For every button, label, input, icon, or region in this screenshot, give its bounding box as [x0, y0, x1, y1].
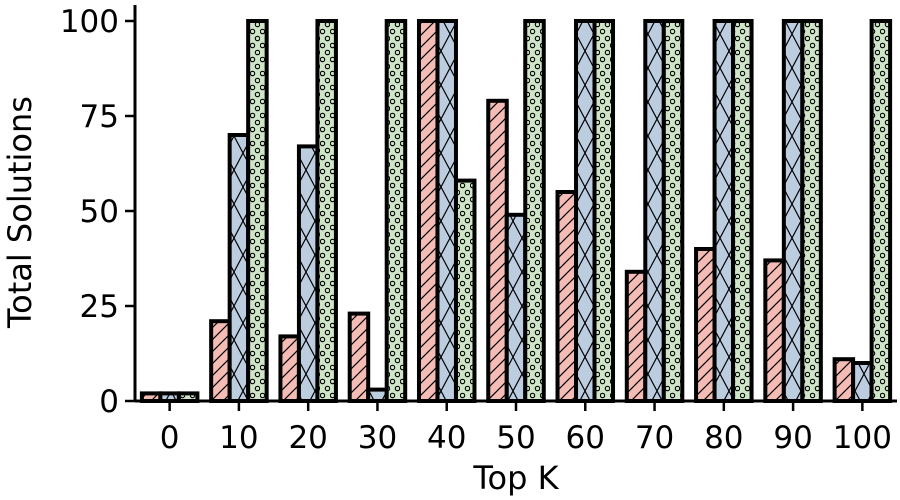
bar-40-series-2	[435, 19, 458, 403]
bar-30-series-1	[347, 311, 371, 404]
x-tick-label: 90	[773, 420, 812, 456]
bar-10-series-3	[246, 19, 269, 403]
bars-group	[139, 19, 893, 404]
bar-10-series-1	[209, 319, 232, 404]
bar-60-series-3	[592, 19, 616, 403]
bar-90-series-3	[800, 19, 823, 403]
y-tick-label: 25	[80, 289, 119, 325]
bar-40-series-1	[416, 19, 440, 403]
bar-100-series-2	[851, 361, 874, 403]
bar-80-series-1	[694, 247, 717, 403]
bar-20-series-1	[278, 334, 301, 403]
bar-70-series-3	[661, 19, 685, 403]
bar-70-series-2	[643, 19, 666, 403]
x-tick-label: 0	[160, 420, 180, 456]
bar-90-series-1	[763, 258, 786, 403]
y-tick-label: 100	[60, 4, 119, 40]
bar-70-series-1	[624, 269, 648, 403]
bar-80-series-2	[712, 19, 736, 403]
bar-80-series-3	[731, 19, 754, 403]
x-tick-label: 60	[566, 420, 605, 456]
bar-50-series-3	[523, 19, 546, 403]
y-tick-label: 75	[80, 99, 119, 135]
x-axis-label: Top K	[472, 459, 559, 497]
bar-10-series-2	[227, 133, 251, 403]
x-tick-label: 70	[635, 420, 674, 456]
x-tick-label: 100	[833, 420, 892, 456]
bar-20-series-2	[296, 144, 320, 403]
bar-30-series-3	[384, 19, 408, 403]
bar-50-series-1	[486, 98, 509, 404]
bar-90-series-2	[781, 19, 805, 403]
bar-50-series-2	[504, 212, 528, 403]
y-tick-label: 0	[99, 384, 119, 420]
x-tick-label: 80	[704, 420, 743, 456]
bar-60-series-2	[574, 19, 597, 403]
x-tick-label: 30	[358, 420, 397, 456]
x-tick-label: 10	[219, 420, 258, 456]
x-tick-label: 50	[496, 420, 535, 456]
y-tick-label: 50	[80, 194, 119, 230]
bar-30-series-2	[366, 387, 389, 404]
y-axis-label: Total Solutions	[1, 96, 39, 329]
x-tick-label: 20	[288, 420, 327, 456]
bar-60-series-1	[555, 190, 579, 403]
bar-100-series-3	[869, 19, 893, 403]
x-tick-label: 40	[427, 420, 466, 456]
axes-group: 0 10 20 30 40 50 60 70 80 90 100 0 25 50 75 100	[60, 4, 897, 456]
bar-40-series-3	[453, 178, 477, 403]
bar-100-series-1	[832, 357, 856, 404]
bar-20-series-3	[315, 19, 338, 403]
